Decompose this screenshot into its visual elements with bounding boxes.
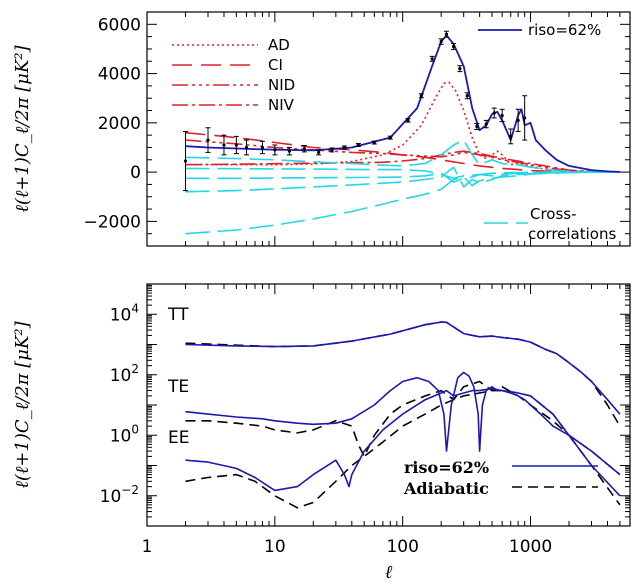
- series-line-5: [185, 389, 621, 509]
- top-panel: −2000 0 2000 4000 6000 AD CI NID NIV riso=62% Cros…: [12, 11, 631, 247]
- data-point: [451, 44, 456, 49]
- top-plot-frame: [146, 11, 631, 247]
- series-line-0: [185, 321, 621, 415]
- panel-label-ee: EE: [168, 428, 189, 448]
- data-point: [388, 136, 392, 140]
- series-line-2: [185, 131, 620, 173]
- bottom-plot-frame: [146, 283, 631, 527]
- data-point: [465, 94, 469, 98]
- data-point: [206, 138, 210, 142]
- data-point: [234, 143, 238, 147]
- series-line-4: [185, 387, 621, 497]
- legend-label: NID: [268, 76, 295, 94]
- y-axis-label: ℓ(ℓ+1)C_ℓ/2π [μK²]: [12, 320, 33, 488]
- series-line-3: [185, 380, 621, 476]
- y-axis-label: ℓ(ℓ+1)C_ℓ/2π [μK²]: [12, 44, 33, 212]
- series-line-0: [185, 34, 620, 173]
- data-point: [516, 118, 520, 122]
- series-line-7: [185, 171, 620, 183]
- legend-label: correlations: [528, 225, 616, 243]
- data-point: [222, 143, 226, 147]
- y-tick-label: 4000: [98, 65, 141, 85]
- data-point: [244, 145, 249, 150]
- x-tick-label: 100: [386, 537, 418, 557]
- data-point: [500, 113, 504, 118]
- x-axis-label: ℓ: [385, 562, 393, 583]
- data-point: [330, 148, 334, 152]
- data-point: [183, 159, 188, 163]
- series-line-2: [185, 371, 621, 476]
- data-point: [287, 149, 292, 153]
- data-point: [273, 148, 277, 152]
- data-point: [439, 39, 443, 44]
- panel-label-tt: TT: [167, 305, 189, 325]
- legend-label: CI: [268, 56, 283, 74]
- data-point: [444, 32, 449, 36]
- data-point: [342, 145, 346, 150]
- data-point: [509, 134, 513, 138]
- y-tick-label: 10−2: [100, 483, 139, 507]
- series-line-1: [185, 321, 621, 427]
- legend-label: Adiabatic: [403, 479, 489, 498]
- data-point: [260, 145, 265, 150]
- legend-label: riso=62%: [528, 21, 601, 39]
- y-tick-label: 2000: [98, 114, 141, 134]
- data-point: [302, 147, 306, 151]
- data-point: [317, 150, 321, 154]
- panel-label-te: TE: [167, 377, 189, 397]
- data-point: [492, 111, 496, 115]
- data-point: [523, 116, 527, 120]
- data-point: [430, 57, 434, 61]
- bottom-panel: 1 10 100 1000 10−2 100 102 104 TT TE EE riso=62% Adi…: [12, 283, 631, 583]
- y-tick-label: 100: [110, 422, 139, 446]
- legend-label: riso=62%: [404, 458, 489, 477]
- data-point: [475, 124, 479, 129]
- data-point: [458, 67, 462, 71]
- data-point: [356, 143, 360, 147]
- y-tick-label: 0: [130, 163, 141, 183]
- y-tick-label: −2000: [83, 212, 141, 232]
- x-tick-label: 1: [142, 537, 153, 557]
- y-tick-label: 6000: [98, 15, 141, 35]
- y-tick-label: 102: [110, 362, 139, 386]
- x-tick-label: 10: [264, 537, 286, 557]
- y-tick-label: 104: [110, 301, 139, 325]
- legend-label: NIV: [268, 96, 295, 114]
- data-point: [484, 122, 488, 126]
- series-line-1: [185, 81, 620, 173]
- series-line-9: [185, 167, 620, 180]
- data-point: [419, 94, 423, 98]
- series-line-8: [185, 139, 620, 173]
- x-tick-label: 1000: [509, 537, 552, 557]
- data-point: [372, 140, 376, 145]
- legend-label: AD: [268, 36, 290, 54]
- series-line-4: [185, 150, 620, 173]
- series-line-6: [185, 166, 620, 193]
- legend-label: Cross-: [530, 205, 577, 223]
- data-point: [406, 118, 410, 122]
